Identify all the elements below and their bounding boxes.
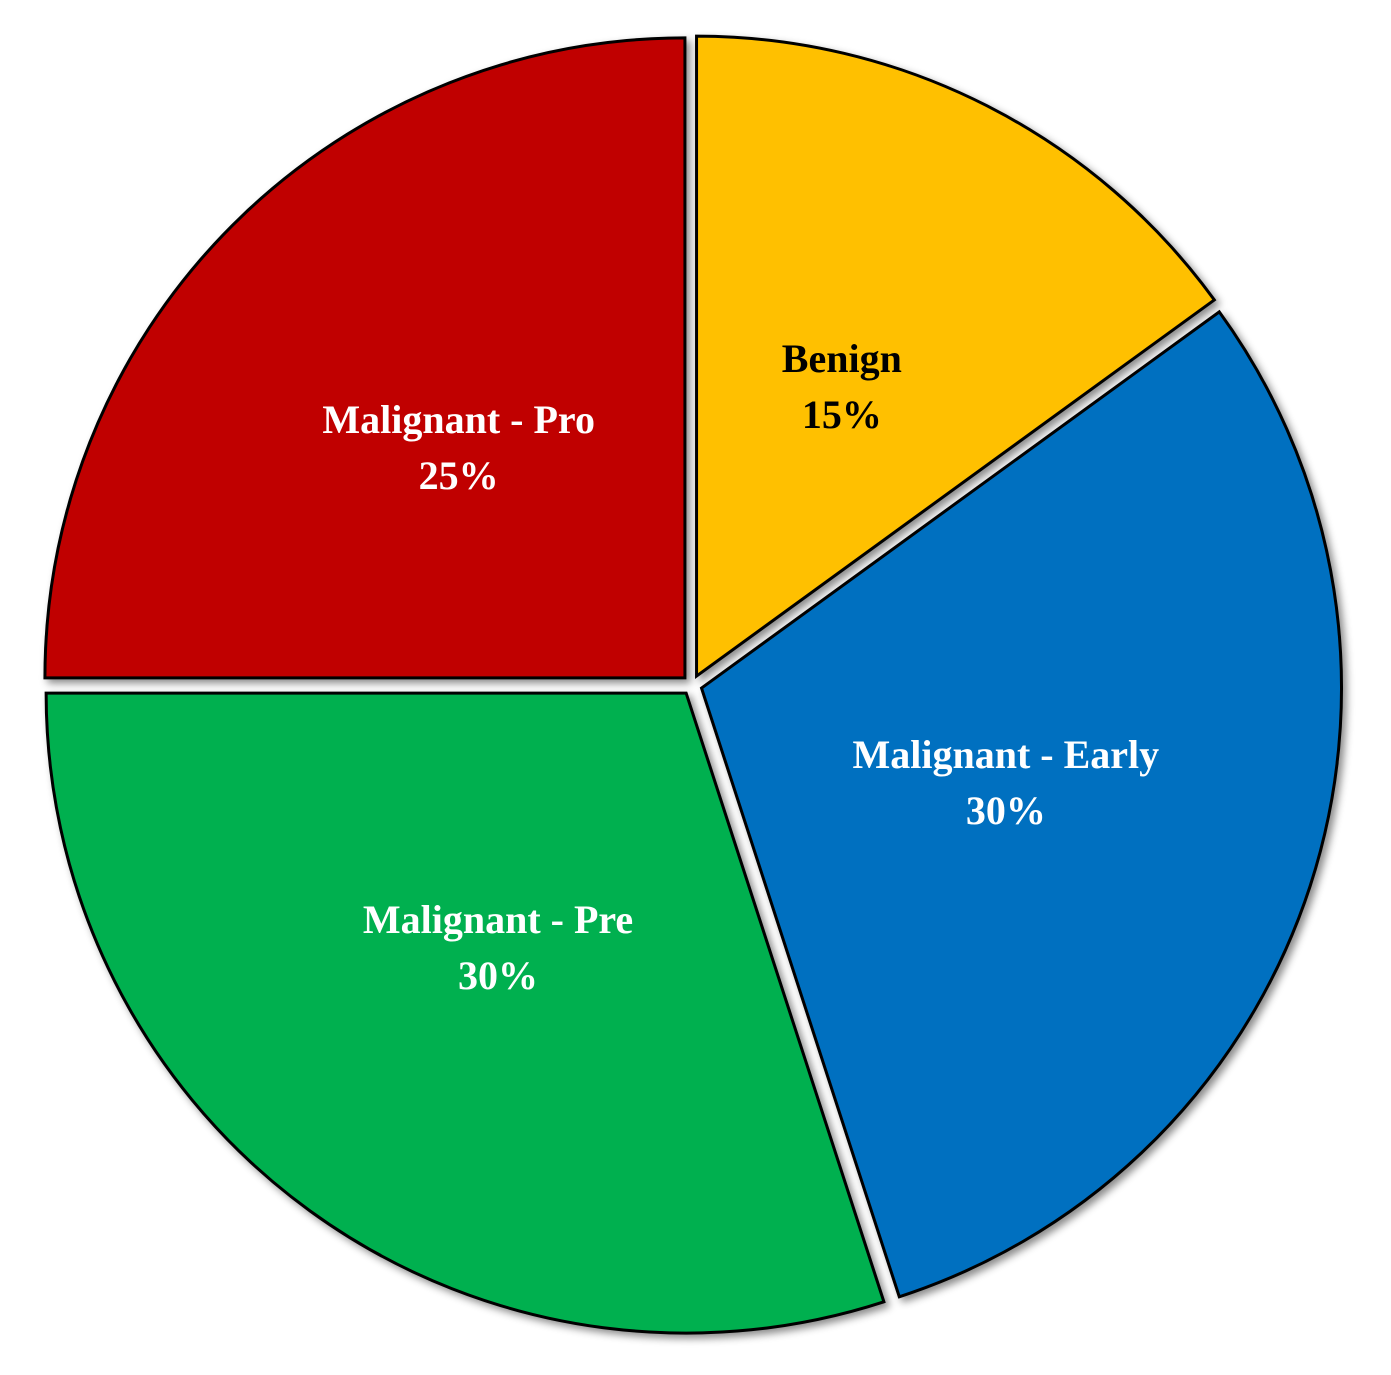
pie-slice — [695, 34, 1217, 680]
value-label: 25% — [419, 453, 499, 498]
slice-label: Malignant - Early — [853, 732, 1160, 777]
slice-label: Malignant - Pro — [322, 397, 595, 442]
slice-label: Benign — [782, 336, 902, 381]
value-label: 15% — [802, 392, 882, 437]
pie — [43, 34, 1343, 1335]
pie-slice — [43, 36, 687, 680]
pie-slice — [44, 691, 886, 1335]
value-label: 30% — [966, 788, 1046, 833]
pie-slice — [699, 309, 1343, 1299]
slice-label: Malignant - Pre — [363, 897, 633, 942]
labels: Benign 15% Malignant - Early 30% Malignant -… — [322, 336, 1159, 998]
value-label: 30% — [458, 953, 538, 998]
